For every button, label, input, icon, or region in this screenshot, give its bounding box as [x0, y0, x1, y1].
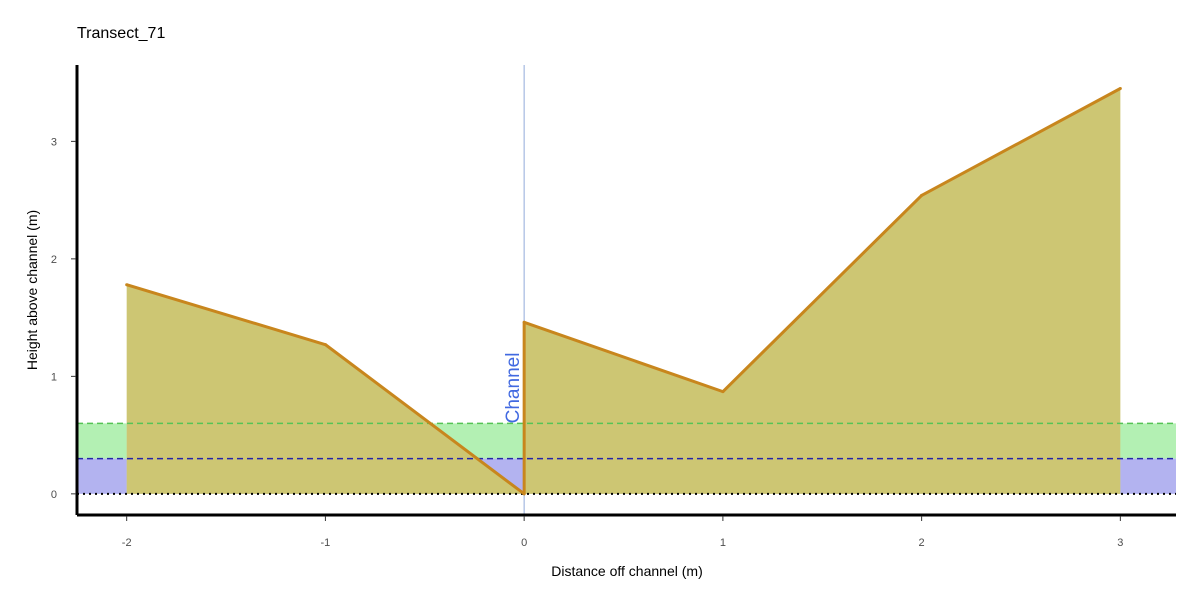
chart-title: Transect_71	[77, 25, 165, 42]
x-tick-label-3: 1	[720, 537, 726, 549]
reference-lines	[77, 422, 1176, 495]
profile-point-4	[721, 390, 725, 394]
y-tick-label-0: 0	[51, 489, 57, 501]
band-left-1	[77, 458, 127, 494]
band-left-0	[77, 423, 127, 459]
profile-area	[126, 88, 1121, 494]
profile-point-3	[522, 320, 526, 324]
annotations: Channel	[125, 86, 1122, 496]
profile-point-0	[125, 283, 129, 287]
y-axis-title: Height above channel (m)	[24, 210, 40, 370]
y-tick-label-1: 1	[51, 371, 57, 383]
y-tick-label-3: 3	[51, 136, 57, 148]
x-tick-label-0: -2	[122, 537, 132, 549]
profile-point-1	[323, 343, 327, 347]
x-tick-label-4: 2	[919, 537, 925, 549]
y-axis-ticks: 0 1 2 3	[51, 136, 76, 501]
annotation-channel-label: Channel	[503, 353, 524, 424]
x-tick-label-5: 3	[1117, 537, 1123, 549]
y-tick-label-2: 2	[51, 254, 57, 266]
profile-point-2	[522, 492, 526, 496]
x-axis-title: Distance off channel (m)	[551, 563, 702, 579]
band-right-1	[1120, 458, 1176, 494]
profile-point-6	[1118, 86, 1122, 90]
band-right-0	[1120, 423, 1176, 459]
profile-point-5	[920, 193, 924, 197]
x-tick-label-2: 0	[521, 537, 527, 549]
x-tick-label-1: -1	[321, 537, 331, 549]
x-axis-ticks: -2 -1 0 1 2 3	[122, 516, 1123, 549]
